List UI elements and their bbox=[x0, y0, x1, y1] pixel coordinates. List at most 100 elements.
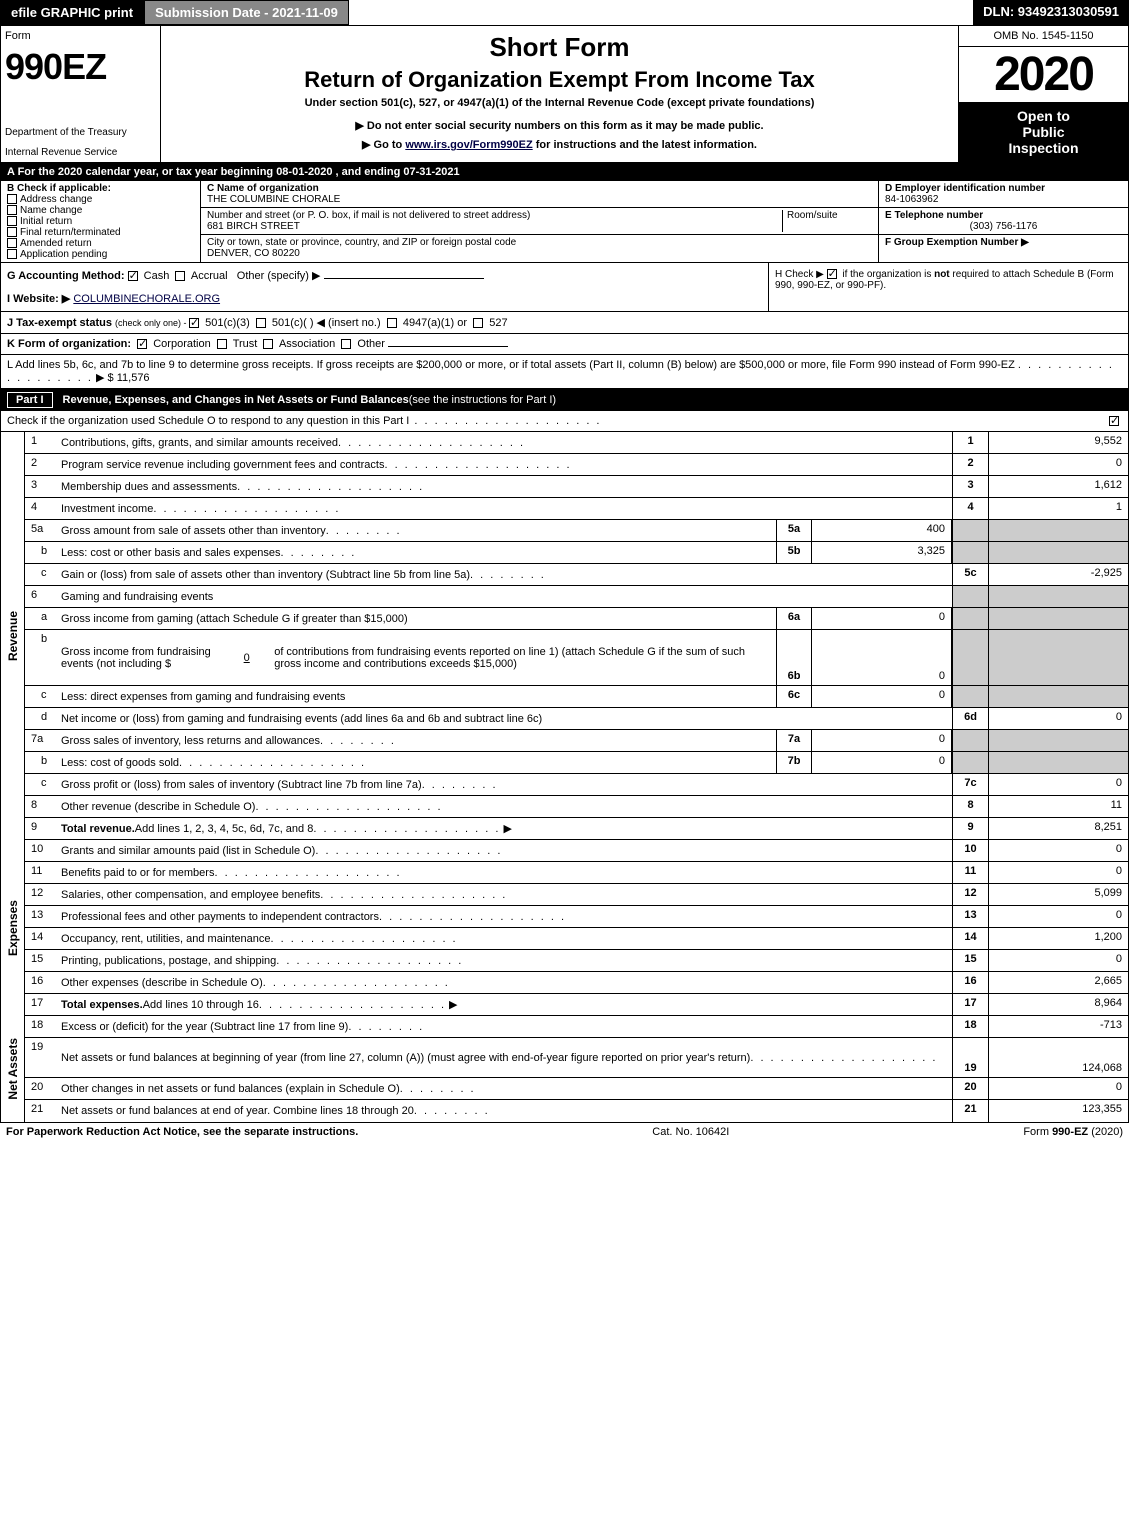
open-line1: Open to bbox=[965, 108, 1122, 124]
phone-label: E Telephone number bbox=[885, 210, 1122, 221]
ein-label: D Employer identification number bbox=[885, 183, 1122, 194]
form-number: 990EZ bbox=[5, 46, 156, 88]
part-1-sub: (see the instructions for Part I) bbox=[409, 394, 556, 406]
expenses-lines: 10Grants and similar amounts paid (list … bbox=[25, 840, 1128, 1016]
top-bar: efile GRAPHIC print Submission Date - 20… bbox=[0, 0, 1129, 25]
h-not: not bbox=[934, 269, 950, 280]
line-5b: bLess: cost or other basis and sales exp… bbox=[25, 542, 1128, 564]
j-label: J Tax-exempt status bbox=[7, 317, 115, 329]
line-14: 14Occupancy, rent, utilities, and mainte… bbox=[25, 928, 1128, 950]
line-6c: cLess: direct expenses from gaming and f… bbox=[25, 686, 1128, 708]
cb-amended-return[interactable]: Amended return bbox=[7, 238, 194, 249]
j-sub: (check only one) - bbox=[115, 318, 189, 328]
efile-print-button[interactable]: efile GRAPHIC print bbox=[0, 0, 144, 25]
cb-501c[interactable] bbox=[256, 318, 266, 328]
website-link[interactable]: COLUMBINECHORALE.ORG bbox=[73, 293, 220, 305]
net-assets-section: Net Assets 18Excess or (deficit) for the… bbox=[1, 1016, 1128, 1122]
line-1: 1Contributions, gifts, grants, and simil… bbox=[25, 432, 1128, 454]
revenue-section: Revenue 1Contributions, gifts, grants, a… bbox=[1, 432, 1128, 840]
goto-prefix: ▶ Go to bbox=[362, 139, 405, 151]
cash-label: Cash bbox=[144, 270, 170, 282]
cb-other-org[interactable] bbox=[341, 339, 351, 349]
line-4: 4Investment income41 bbox=[25, 498, 1128, 520]
dept-treasury: Department of the Treasury bbox=[5, 127, 156, 138]
section-j: J Tax-exempt status (check only one) - 5… bbox=[1, 312, 1128, 334]
k-other: Other bbox=[357, 338, 385, 350]
cb-trust[interactable] bbox=[217, 339, 227, 349]
line-11: 11Benefits paid to or for members110 bbox=[25, 862, 1128, 884]
part-1-num: Part I bbox=[7, 392, 53, 408]
cb-schedule-b[interactable] bbox=[827, 269, 837, 279]
goto-line: ▶ Go to www.irs.gov/Form990EZ for instru… bbox=[167, 138, 952, 151]
open-line3: Inspection bbox=[965, 140, 1122, 156]
header-right: OMB No. 1545-1150 2020 Open to Public In… bbox=[958, 26, 1128, 162]
dln-label: DLN: 93492313030591 bbox=[973, 0, 1129, 25]
city-label: City or town, state or province, country… bbox=[207, 237, 872, 248]
cb-schedule-o[interactable] bbox=[1109, 416, 1119, 426]
l-value: $ 11,576 bbox=[108, 372, 150, 384]
line-2: 2Program service revenue including gover… bbox=[25, 454, 1128, 476]
org-name-label: C Name of organization bbox=[207, 183, 872, 194]
section-bcdef: B Check if applicable: Address change Na… bbox=[1, 181, 1128, 263]
g-label: G Accounting Method: bbox=[7, 270, 125, 282]
section-b: B Check if applicable: Address change Na… bbox=[1, 181, 201, 262]
section-k: K Form of organization: Corporation Trus… bbox=[1, 334, 1128, 355]
k-assoc: Association bbox=[279, 338, 335, 350]
room-suite-label: Room/suite bbox=[782, 210, 872, 232]
cb-accrual[interactable] bbox=[175, 271, 185, 281]
paperwork-notice: For Paperwork Reduction Act Notice, see … bbox=[6, 1126, 358, 1138]
h-text1: H Check ▶ bbox=[775, 269, 827, 280]
revenue-lines: 1Contributions, gifts, grants, and simil… bbox=[25, 432, 1128, 840]
line-8: 8Other revenue (describe in Schedule O)8… bbox=[25, 796, 1128, 818]
line-9: 9Total revenue. Add lines 1, 2, 3, 4, 5c… bbox=[25, 818, 1128, 840]
cb-4947[interactable] bbox=[387, 318, 397, 328]
line-7c: cGross profit or (loss) from sales of in… bbox=[25, 774, 1128, 796]
line-12: 12Salaries, other compensation, and empl… bbox=[25, 884, 1128, 906]
line-7b: bLess: cost of goods sold7b0 bbox=[25, 752, 1128, 774]
cb-cash[interactable] bbox=[128, 271, 138, 281]
k-label: K Form of organization: bbox=[7, 338, 131, 350]
cb-name-change[interactable]: Name change bbox=[7, 205, 194, 216]
header-center: Short Form Return of Organization Exempt… bbox=[161, 26, 958, 162]
section-l: L Add lines 5b, 6c, and 7b to line 9 to … bbox=[1, 355, 1128, 389]
addr-label: Number and street (or P. O. box, if mail… bbox=[207, 210, 782, 221]
line-15: 15Printing, publications, postage, and s… bbox=[25, 950, 1128, 972]
line-18: 18Excess or (deficit) for the year (Subt… bbox=[25, 1016, 1128, 1038]
irs-label: Internal Revenue Service bbox=[5, 147, 156, 158]
revenue-side-label: Revenue bbox=[1, 432, 25, 840]
city-value: DENVER, CO 80220 bbox=[207, 248, 872, 259]
goto-suffix: for instructions and the latest informat… bbox=[533, 139, 757, 151]
cb-final-return[interactable]: Final return/terminated bbox=[7, 227, 194, 238]
cb-527[interactable] bbox=[473, 318, 483, 328]
line-5c: cGain or (loss) from sale of assets othe… bbox=[25, 564, 1128, 586]
part-1-header: Part I Revenue, Expenses, and Changes in… bbox=[1, 389, 1128, 411]
other-label: Other (specify) ▶ bbox=[237, 270, 321, 282]
k-trust: Trust bbox=[233, 338, 258, 350]
section-g: G Accounting Method: Cash Accrual Other … bbox=[1, 263, 768, 311]
j-opt3: 4947(a)(1) or bbox=[403, 317, 467, 329]
submission-date-button[interactable]: Submission Date - 2021-11-09 bbox=[144, 0, 349, 25]
i-label: I Website: ▶ bbox=[7, 293, 70, 305]
cb-association[interactable] bbox=[263, 339, 273, 349]
line-7a: 7aGross sales of inventory, less returns… bbox=[25, 730, 1128, 752]
cb-initial-return[interactable]: Initial return bbox=[7, 216, 194, 227]
group-exemption-block: F Group Exemption Number ▶ bbox=[879, 235, 1128, 250]
net-assets-lines: 18Excess or (deficit) for the year (Subt… bbox=[25, 1016, 1128, 1122]
line-6: 6Gaming and fundraising events bbox=[25, 586, 1128, 608]
cb-corporation[interactable] bbox=[137, 339, 147, 349]
cb-address-change[interactable]: Address change bbox=[7, 194, 194, 205]
irs-link[interactable]: www.irs.gov/Form990EZ bbox=[405, 139, 532, 151]
addr-value: 681 BIRCH STREET bbox=[207, 221, 782, 232]
cb-501c3[interactable] bbox=[189, 318, 199, 328]
line-6d: dNet income or (loss) from gaming and fu… bbox=[25, 708, 1128, 730]
section-def: D Employer identification number 84-1063… bbox=[878, 181, 1128, 262]
phone-value: (303) 756-1176 bbox=[885, 221, 1122, 232]
cb-application-pending[interactable]: Application pending bbox=[7, 249, 194, 260]
section-i: I Website: ▶ COLUMBINECHORALE.ORG bbox=[7, 292, 762, 305]
k-corp: Corporation bbox=[153, 338, 210, 350]
part-1-title: Revenue, Expenses, and Changes in Net As… bbox=[63, 394, 409, 406]
addr-block: Number and street (or P. O. box, if mail… bbox=[201, 208, 878, 235]
ssn-notice: ▶ Do not enter social security numbers o… bbox=[167, 119, 952, 132]
section-c: C Name of organization THE COLUMBINE CHO… bbox=[201, 181, 878, 262]
section-a-tax-year: A For the 2020 calendar year, or tax yea… bbox=[1, 163, 1128, 181]
